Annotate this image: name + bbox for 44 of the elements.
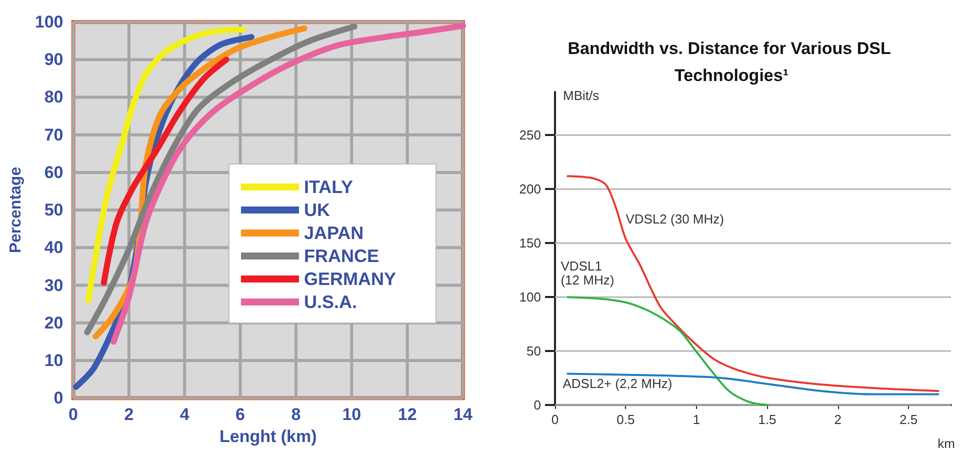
legend-label: JAPAN	[304, 223, 364, 243]
y-tick-label: 50	[526, 344, 541, 359]
y-tick-label: 100	[519, 290, 541, 305]
series-label: VDSL1 (12 MHz)	[560, 258, 614, 288]
y-tick-label: 70	[44, 125, 64, 144]
x-tick-label: 1.5	[758, 412, 776, 427]
y-tick-label: 80	[44, 88, 64, 107]
y-tick-label: 10	[44, 350, 64, 370]
x-tick-label: 0	[551, 412, 559, 427]
y-tick-label: 100	[34, 12, 64, 32]
chart-title: Bandwidth vs. Distance for Various DSL Technologies¹	[568, 39, 896, 85]
y-tick-label: 90	[44, 50, 64, 70]
legend-label: UK	[304, 200, 330, 220]
legend-label: ITALY	[304, 177, 354, 197]
y-axis-title: Percentage	[8, 166, 24, 254]
x-axis-title: Lenght (km)	[219, 427, 317, 446]
y-tick-label: 200	[519, 182, 541, 197]
x-axis-title: km	[938, 436, 955, 450]
x-tick-label: 12	[398, 405, 417, 424]
x-tick-label: 2.5	[900, 412, 918, 427]
x-tick-label: 0	[68, 405, 78, 424]
y-tick-label: 250	[519, 128, 541, 143]
y-tick-label: 30	[44, 276, 64, 295]
x-tick-label: 2	[834, 412, 842, 427]
y-tick-label: 60	[44, 162, 64, 182]
x-tick-label: 1	[692, 412, 700, 427]
legend-label: FRANCE	[304, 246, 379, 266]
y-tick-label: 50	[44, 200, 64, 220]
y-tick-label: 40	[44, 238, 64, 258]
y-axis-title: MBit/s	[563, 88, 600, 103]
y-tick-label: 150	[519, 236, 541, 251]
x-tick-label: 6	[236, 405, 246, 424]
legend-label: U.S.A.	[304, 292, 358, 312]
x-tick-label: 14	[454, 405, 473, 424]
legend-label: GERMANY	[304, 269, 396, 289]
series-label: ADSL2+ (2,2 MHz)	[562, 376, 672, 392]
y-tick-label: 20	[44, 313, 64, 332]
x-tick-label: 0.5	[616, 412, 635, 427]
x-tick-label: 2	[124, 405, 134, 424]
series-label: VDSL2 (30 MHz)	[626, 211, 724, 226]
y-tick-label: 0	[54, 388, 64, 408]
x-tick-label: 4	[180, 405, 190, 424]
x-tick-label: 10	[342, 405, 362, 424]
x-tick-label: 8	[291, 405, 301, 424]
